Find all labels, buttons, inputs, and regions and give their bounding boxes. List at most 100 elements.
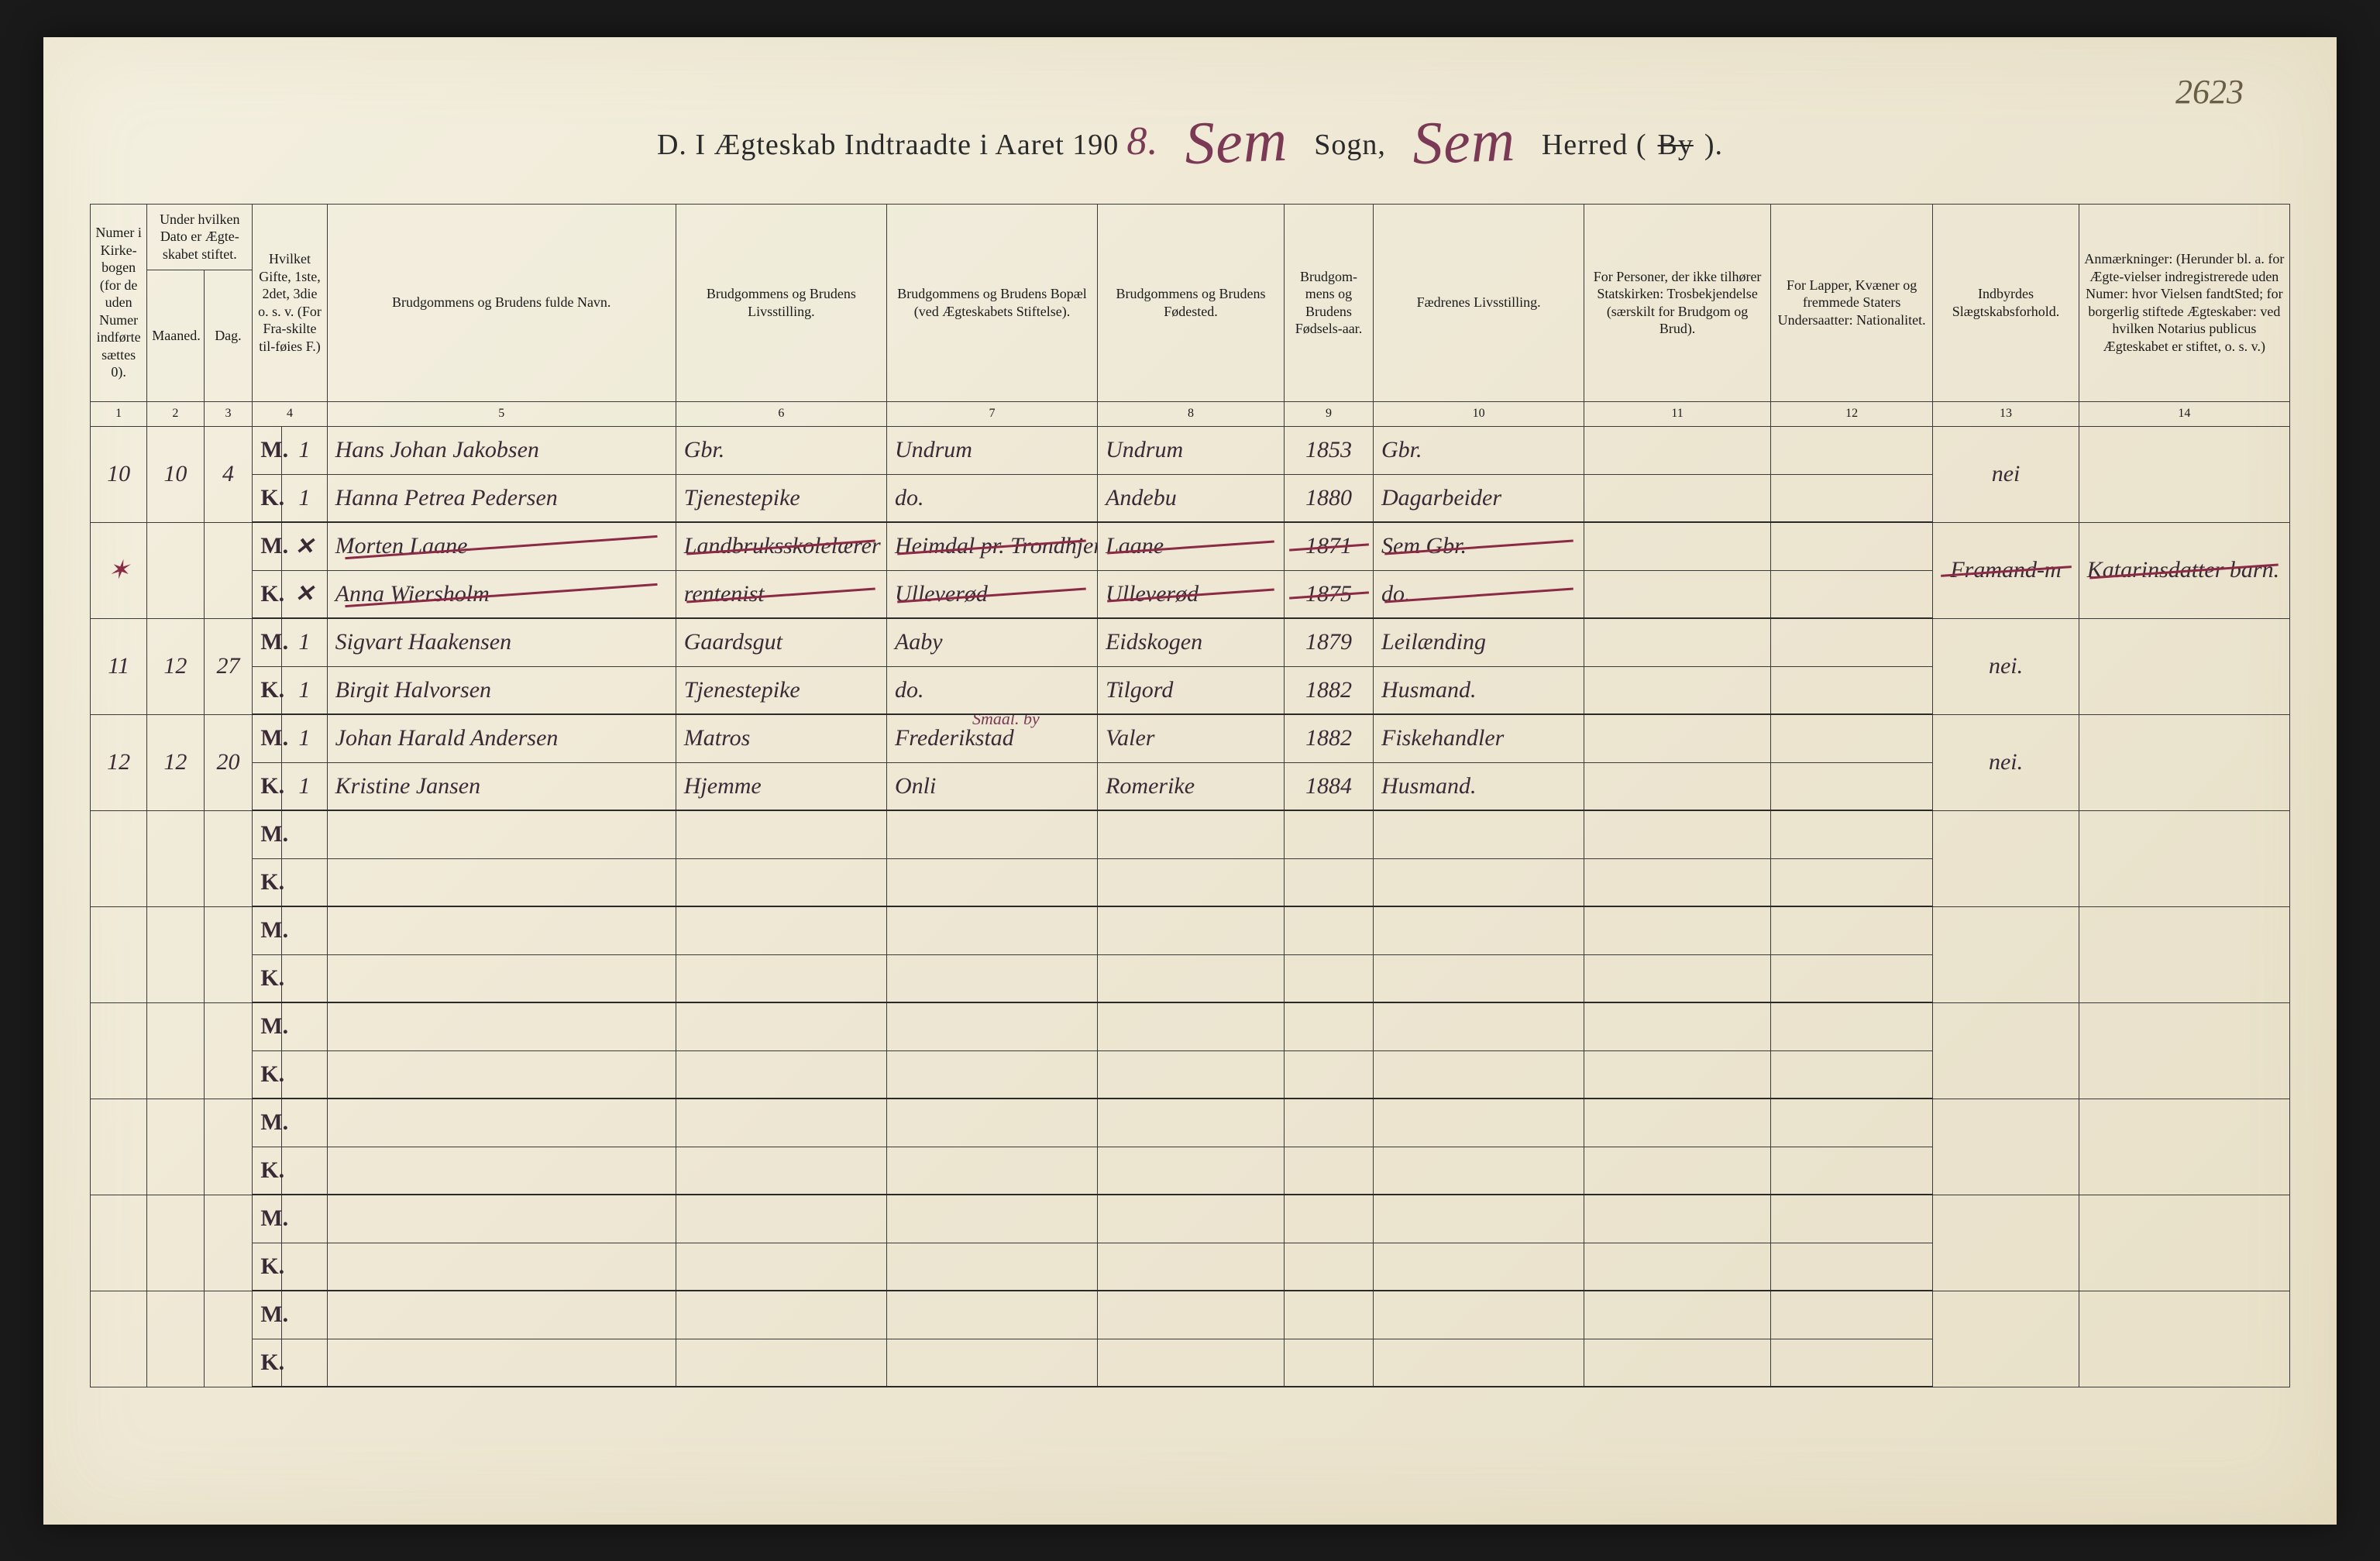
mk-label: K. [253,1147,282,1195]
kinship: nei [1933,426,2079,522]
col-12-header: For Lapper, Kvæner og fremmede Staters U… [1770,204,1932,401]
groom-birthplace: Eidskogen [1098,618,1285,666]
empty-cell [1770,1002,1932,1050]
empty-cell [886,1099,1097,1147]
mk-groom: M. [253,618,282,666]
mk-label: M. [253,1099,282,1147]
bride-occupation: Tjenestepike [676,474,886,522]
colnum: 8 [1098,401,1285,426]
gifte-groom: 1 [282,618,328,666]
bride-residence: Ulleverød [886,570,1097,618]
empty-cell [91,1291,147,1387]
col-5-header: Brudgommens og Brudens fulde Navn. [327,204,676,401]
empty-cell [676,906,886,954]
empty-cell [676,1195,886,1243]
bride-father-occ: do. [1374,570,1584,618]
empty-cell [91,1099,147,1195]
empty-cell [1284,810,1373,858]
empty-cell [147,1002,204,1099]
empty-cell [676,1099,886,1147]
empty-cell [1374,1002,1584,1050]
remarks: Katarinsdatter barn. [2079,522,2289,618]
empty-cell [282,954,328,1002]
cell-col11 [1584,426,1771,474]
col-11-header: For Personer, der ikke tilhører Statskir… [1584,204,1771,401]
table-row: M. [91,1291,2290,1339]
colnum: 9 [1284,401,1373,426]
empty-cell [1098,810,1285,858]
groom-father-occ: Gbr. [1374,426,1584,474]
empty-cell [204,906,253,1002]
empty-cell [1284,1195,1373,1243]
col-2-3-header-top: Under hvilken Dato er Ægte-skabet stifte… [147,204,253,270]
empty-cell [1374,906,1584,954]
empty-cell [1584,906,1771,954]
empty-cell [1374,1195,1584,1243]
bride-birthplace: Ulleverød [1098,570,1285,618]
empty-cell [282,1291,328,1339]
entry-day: 20 [204,714,253,810]
groom-birthplace: Valer [1098,714,1285,762]
empty-cell [1770,1147,1932,1195]
empty-cell [1284,1147,1373,1195]
empty-cell [1098,1147,1285,1195]
empty-cell [1284,1099,1373,1147]
colnum: 6 [676,401,886,426]
empty-cell [1098,1050,1285,1099]
empty-cell [1770,1050,1932,1099]
empty-cell [1933,906,2079,1002]
empty-cell [886,906,1097,954]
empty-cell [282,858,328,906]
empty-cell [1284,1243,1373,1291]
empty-cell [1933,1195,2079,1291]
entry-number: 11 [91,618,147,714]
remarks [2079,714,2289,810]
empty-cell [1284,858,1373,906]
empty-cell [2079,906,2289,1002]
empty-cell [1284,1339,1373,1387]
empty-cell [1584,1339,1771,1387]
mk-bride: K. [253,474,282,522]
empty-cell [1374,1147,1584,1195]
empty-cell [1284,1002,1373,1050]
colnum: 4 [253,401,327,426]
empty-cell [1770,954,1932,1002]
bride-birthyear: 1884 [1284,762,1373,810]
gifte-groom: 1 [282,714,328,762]
empty-cell [327,1339,676,1387]
entry-day [204,522,253,618]
cell-col12 [1770,522,1932,570]
empty-cell [1584,1002,1771,1050]
empty-cell [2079,810,2289,906]
cell-col11 [1584,474,1771,522]
mk-bride: K. [253,666,282,714]
groom-residence: FrederikstadSmaal. by [886,714,1097,762]
groom-name: Morten Laane [327,522,676,570]
mk-label: M. [253,906,282,954]
empty-cell [1374,810,1584,858]
empty-cell [327,1243,676,1291]
label-by-struck: By [1658,128,1694,162]
groom-occupation: Gaardsgut [676,618,886,666]
bride-birthplace: Romerike [1098,762,1285,810]
cell-col12 [1770,714,1932,762]
kinship: nei. [1933,618,2079,714]
empty-cell [204,1002,253,1099]
groom-birthyear: 1882 [1284,714,1373,762]
empty-cell [1770,1243,1932,1291]
empty-cell [327,810,676,858]
empty-cell [204,810,253,906]
empty-cell [1098,1243,1285,1291]
empty-cell [676,858,886,906]
empty-cell [91,906,147,1002]
empty-cell [1584,1050,1771,1099]
empty-cell [1098,1195,1285,1243]
gifte-groom: ✕ [282,522,328,570]
cell-col12 [1770,570,1932,618]
empty-cell [676,1291,886,1339]
empty-cell [282,1099,328,1147]
cell-col11 [1584,714,1771,762]
mk-label: K. [253,1339,282,1387]
bride-occupation: Hjemme [676,762,886,810]
empty-cell [676,1147,886,1195]
